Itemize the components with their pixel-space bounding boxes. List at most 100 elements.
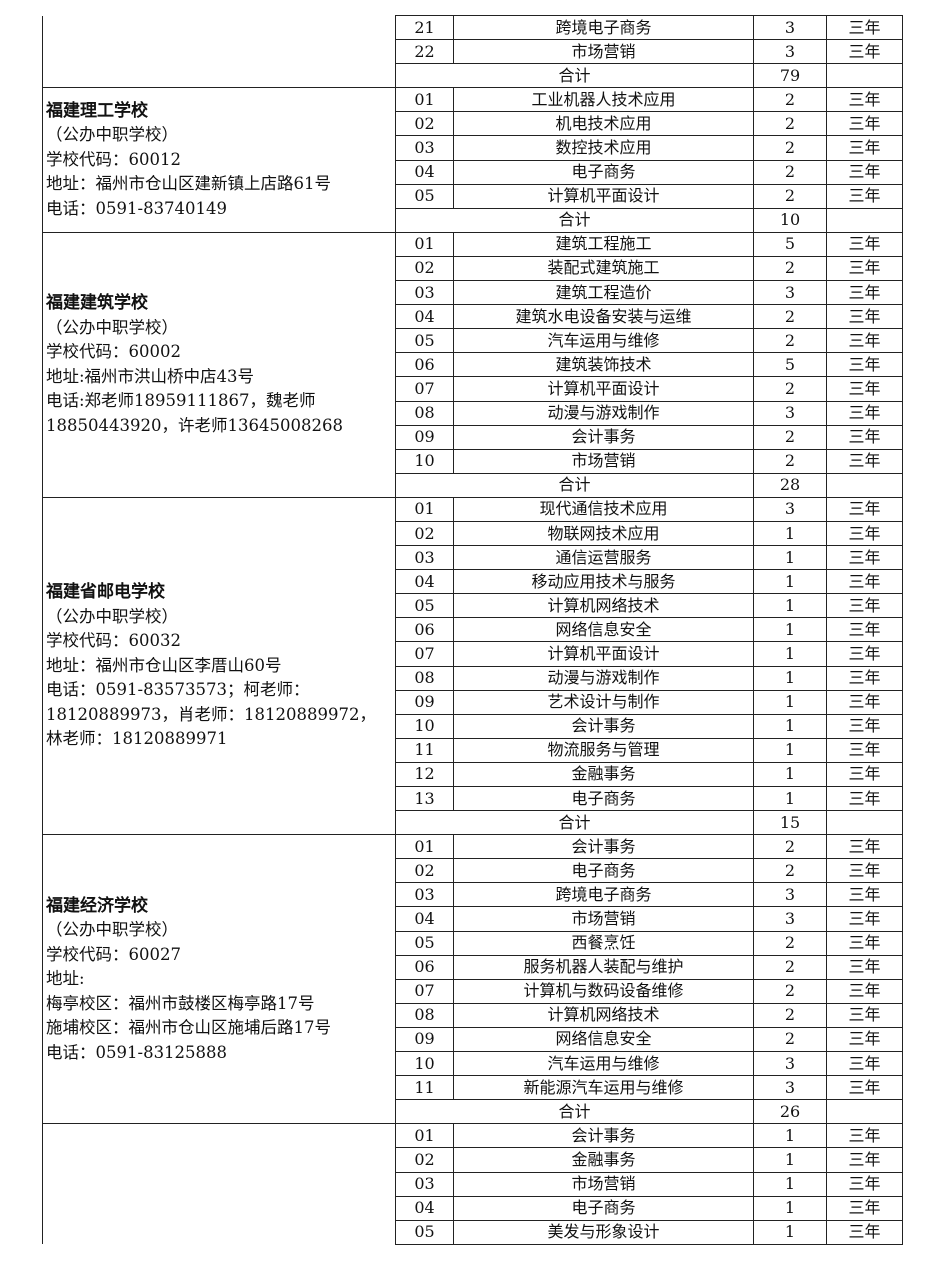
school-info (42, 1123, 396, 1245)
major-name: 网络信息安全 (453, 617, 754, 643)
major-name: 金融事务 (453, 761, 754, 788)
school-name: 福建经济学校 (46, 895, 148, 916)
enrollment-count: 2 (753, 255, 827, 282)
major-row: 05 计算机网络技术 1 三年 (43, 593, 903, 619)
major-name: 会计事务 (453, 1123, 754, 1149)
enrollment-count: 1 (753, 785, 827, 812)
school-info: 福建建筑学校 （公办中职学校） 学校代码：60002 地址:福州市洪山桥中店43号 电话… (42, 231, 396, 498)
duration: 三年 (826, 1171, 903, 1197)
school-detail-line: 地址：福州市仓山区李厝山60号 (46, 655, 282, 675)
school-detail-line: 地址: (46, 969, 85, 988)
major-code: 05 (395, 328, 454, 354)
major-name: 汽车运用与维修 (453, 328, 754, 354)
major-code: 05 (395, 593, 454, 619)
major-row: 05 美发与形象设计 1 三年 (43, 1219, 903, 1245)
duration: 三年 (826, 231, 903, 257)
enrollment-count: 1 (753, 1147, 827, 1173)
total-label: 合计 (395, 1099, 754, 1125)
major-row: 10 市场营销 2 三年 (43, 448, 903, 474)
major-code: 04 (395, 906, 454, 932)
school-detail-line: 施埔校区：福州市仓山区施埔后路17号 (46, 1018, 331, 1037)
school-detail-line: 18120889973，肖老师：18120889972， (46, 704, 376, 724)
school-detail-line: （公办中职学校） (46, 317, 178, 337)
major-row: 06 服务机器人装配与维护 2 三年 (43, 954, 903, 980)
major-name: 市场营销 (453, 906, 754, 932)
major-code: 08 (395, 1002, 454, 1028)
major-code: 10 (395, 713, 454, 739)
enrollment-count: 2 (753, 448, 827, 474)
duration: 三年 (826, 930, 903, 956)
major-name: 会计事务 (453, 424, 754, 450)
duration: 三年 (826, 87, 903, 113)
duration: 三年 (826, 376, 903, 402)
major-code: 01 (395, 834, 454, 860)
major-name: 会计事务 (453, 713, 754, 739)
duration: 三年 (826, 400, 903, 426)
major-code: 22 (395, 39, 454, 65)
major-name: 电子商务 (453, 858, 754, 884)
school-detail-line: 学校代码：60012 (46, 149, 181, 169)
duration: 三年 (826, 255, 903, 282)
duration: 三年 (826, 111, 903, 137)
duration: 三年 (826, 496, 903, 522)
school-detail-line: 学校代码：60032 (46, 631, 181, 651)
duration: 三年 (826, 1002, 903, 1028)
total-row: 合计 26 (43, 1099, 903, 1125)
duration: 三年 (826, 424, 903, 450)
major-name: 汽车运用与维修 (453, 1051, 754, 1077)
major-row: 21 跨境电子商务 3 三年 (42, 14, 903, 89)
major-code: 02 (395, 111, 454, 137)
major-code: 12 (395, 761, 454, 788)
duration: 三年 (826, 328, 903, 354)
enrollment-count: 2 (753, 159, 827, 185)
major-name: 计算机平面设计 (453, 641, 754, 667)
major-name: 计算机与数码设备维修 (453, 978, 754, 1004)
major-code: 03 (395, 1171, 454, 1197)
duration: 三年 (826, 689, 903, 715)
duration: 三年 (826, 569, 903, 595)
major-name: 艺术设计与制作 (453, 689, 754, 715)
duration: 三年 (826, 761, 903, 788)
school-detail-line: 学校代码：60027 (46, 944, 181, 964)
major-name: 服务机器人装配与维护 (453, 954, 754, 980)
major-row: 02 物联网技术应用 1 三年 (43, 520, 903, 547)
duration: 三年 (826, 1075, 903, 1101)
major-name: 动漫与游戏制作 (453, 400, 754, 426)
major-name: 市场营销 (453, 39, 754, 65)
school-info: 福建理工学校 （公办中职学校） 学校代码：60012 地址：福州市仓山区建新镇上店路6… (42, 87, 396, 233)
enrollment-count: 2 (753, 424, 827, 450)
duration: 三年 (826, 593, 903, 619)
major-code: 03 (395, 882, 454, 908)
total-count: 79 (753, 63, 827, 89)
major-code: 06 (395, 617, 454, 643)
enrollment-count: 1 (753, 1219, 827, 1245)
major-row: 03 跨境电子商务 3 三年 (43, 882, 903, 908)
major-code: 03 (395, 545, 454, 571)
major-row: 07 计算机平面设计 2 三年 (43, 376, 903, 402)
major-name: 建筑工程造价 (453, 280, 754, 306)
duration: 三年 (826, 954, 903, 980)
major-code: 05 (395, 183, 454, 209)
enrollment-count: 1 (753, 665, 827, 691)
major-row: 12 金融事务 1 三年 (43, 761, 903, 788)
empty-cell (826, 63, 903, 89)
major-code: 04 (395, 159, 454, 185)
total-count: 26 (753, 1099, 827, 1125)
major-name: 电子商务 (453, 1195, 754, 1221)
major-code: 04 (395, 304, 454, 330)
school-detail-line: 学校代码：60002 (46, 342, 181, 362)
major-name: 物流服务与管理 (453, 737, 754, 763)
major-name: 物联网技术应用 (453, 520, 754, 547)
school-detail-line: 地址:福州市洪山桥中店43号 (46, 366, 255, 386)
enrollment-count: 2 (753, 304, 827, 330)
enrollment-count: 3 (753, 280, 827, 306)
school-info: 福建省邮电学校 （公办中职学校） 学校代码：60032 地址：福州市仓山区李厝山60号… (42, 496, 396, 836)
major-name: 市场营销 (453, 448, 754, 474)
school-detail-line: 地址：福州市仓山区建新镇上店路61号 (46, 174, 331, 194)
enrollment-count: 5 (753, 352, 827, 378)
duration: 三年 (826, 159, 903, 185)
major-name: 会计事务 (453, 834, 754, 860)
major-row: 07 计算机平面设计 1 三年 (43, 641, 903, 667)
major-row: 04 市场营销 3 三年 (43, 906, 903, 932)
school-detail-line: 电话:郑老师18959111867，魏老师 (46, 391, 316, 411)
